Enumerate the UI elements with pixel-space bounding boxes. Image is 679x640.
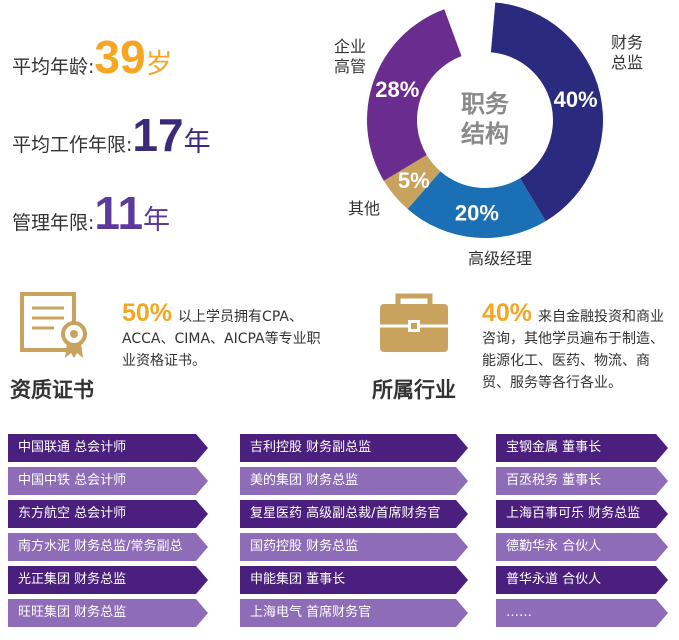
stat-label: 管理年限: xyxy=(12,212,95,234)
donut-slice-2 xyxy=(407,171,546,239)
alumni-tag: 美的集团 财务总监 xyxy=(240,467,468,495)
alumni-tag: 中国中铁 总会计师 xyxy=(8,467,208,495)
alumni-tag: 申能集团 董事长 xyxy=(240,566,468,594)
qualification-desc: 以上学员拥有CPA、ACCA、CIMA、AICPA等专业职业资格证书。 xyxy=(122,309,321,369)
donut-slice-4 xyxy=(367,9,462,181)
alumni-tag: 东方航空 总会计师 xyxy=(8,500,208,528)
alumni-tag: 宝钢金属 董事长 xyxy=(496,434,668,462)
qualification-text: 50% 以上学员拥有CPA、ACCA、CIMA、AICPA等专业职业资格证书。 xyxy=(122,299,322,372)
alumni-tag: 百丞税务 董事长 xyxy=(496,467,668,495)
donut-slice-3 xyxy=(383,155,441,210)
stat-label: 平均年龄: xyxy=(12,56,95,78)
certificate-icon xyxy=(20,292,87,358)
alumni-tag: 南方水泥 财务总监/常务副总 xyxy=(8,533,208,561)
stat-average-age: 平均年龄:39岁 xyxy=(12,30,173,84)
stat-label: 平均工作年限: xyxy=(12,134,133,156)
alumni-tag: 吉利控股 财务副总监 xyxy=(240,434,468,462)
alumni-tag: 上海电气 首席财务官 xyxy=(240,599,468,627)
stat-unit: 年 xyxy=(183,127,211,158)
alumni-tag: 复星医药 高级副总裁/首席财务官 xyxy=(240,500,468,528)
industry-title: 所属行业 xyxy=(372,378,456,402)
donut-slice-1 xyxy=(490,2,603,222)
donut-outer-label: 财务总监 xyxy=(611,33,643,72)
stat-average-work-years: 平均工作年限:17年 xyxy=(12,108,211,162)
stat-value: 11 xyxy=(94,187,144,239)
alumni-tag: 旺旺集团 财务总监 xyxy=(8,599,208,627)
alumni-column-3: 宝钢金属 董事长 百丞税务 董事长 上海百事可乐 财务总监 德勤华永 合伙人 普… xyxy=(496,434,668,632)
stat-unit: 岁 xyxy=(145,49,173,80)
donut-pct-label: 20% xyxy=(455,201,499,226)
donut-outer-label: 其他 xyxy=(348,199,380,218)
stat-unit: 年 xyxy=(143,205,171,236)
stat-value: 39 xyxy=(94,31,146,83)
donut-pct-label: 5% xyxy=(398,168,430,193)
briefcase-icon xyxy=(380,293,448,352)
alumni-column-1: 中国联通 总会计师 中国中铁 总会计师 东方航空 总会计师 南方水泥 财务总监/… xyxy=(8,434,208,632)
alumni-tag: 国药控股 财务总监 xyxy=(240,533,468,561)
donut-pct-label: 40% xyxy=(554,87,598,112)
donut-outer-label: 企业高管 xyxy=(334,37,366,76)
alumni-tag: 普华永道 合伙人 xyxy=(496,566,668,594)
donut-pct-label: 28% xyxy=(375,77,419,102)
alumni-tag: 中国联通 总会计师 xyxy=(8,434,208,462)
qualification-title: 资质证书 xyxy=(10,378,94,402)
industry-desc: 来自金融投资和商业咨询，其他学员遍布于制造、能源化工、医药、物流、商贸、服务等各… xyxy=(482,309,665,391)
industry-pct: 40% xyxy=(482,299,533,327)
donut-outer-label: 高级经理 xyxy=(468,249,532,268)
alumni-tag: 德勤华永 合伙人 xyxy=(496,533,668,561)
alumni-tag: 上海百事可乐 财务总监 xyxy=(496,500,668,528)
alumni-column-2: 吉利控股 财务副总监 美的集团 财务总监 复星医药 高级副总裁/首席财务官 国药… xyxy=(240,434,468,632)
alumni-tag: …… xyxy=(496,599,668,627)
stat-management-years: 管理年限:11年 xyxy=(12,186,170,240)
chart-title-line-1: 职务 xyxy=(461,90,510,118)
qualification-pct: 50% xyxy=(122,299,173,327)
alumni-tag: 光正集团 财务总监 xyxy=(8,566,208,594)
chart-title-line-2: 结构 xyxy=(461,120,509,148)
industry-text: 40% 来自金融投资和商业咨询，其他学员遍布于制造、能源化工、医药、物流、商贸、服… xyxy=(482,299,672,394)
stat-value: 17 xyxy=(132,109,184,161)
